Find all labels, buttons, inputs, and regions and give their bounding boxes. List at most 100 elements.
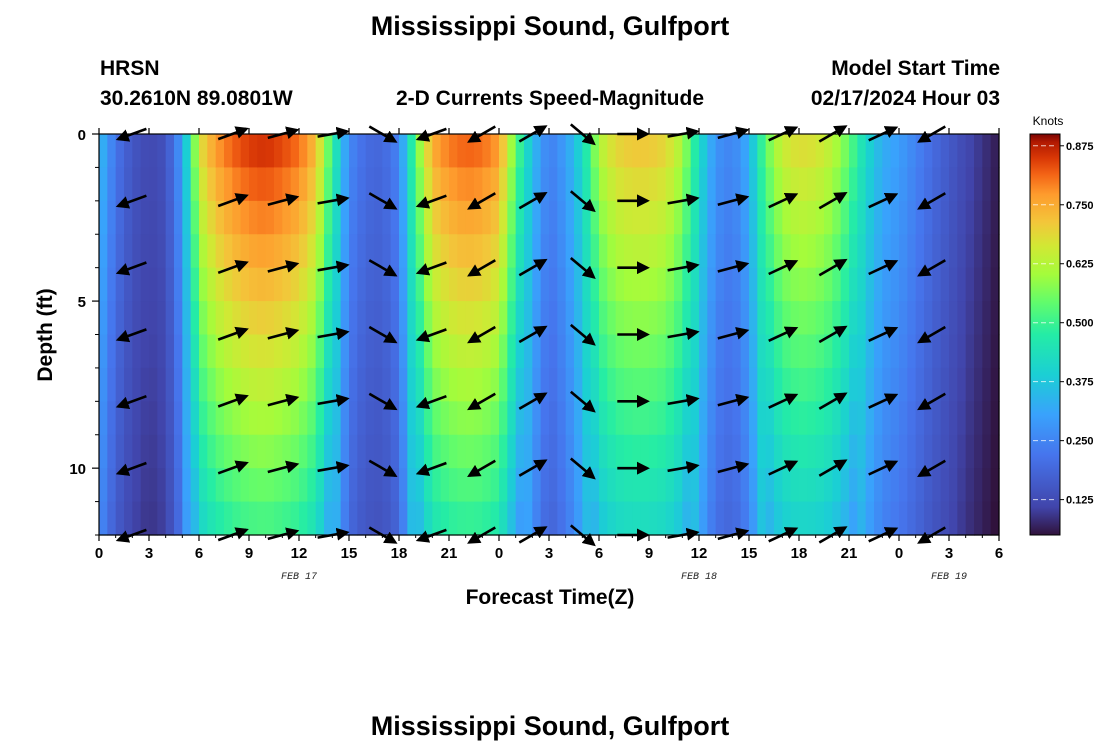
heatmap-cell [749,301,758,336]
heatmap-cell [865,401,875,436]
heatmap-cell [840,301,850,336]
heatmap-cell [524,301,533,336]
x-tick-label: 6 [595,545,603,562]
heatmap-cell [99,401,108,436]
heatmap-cell [549,301,558,336]
heatmap-cell [982,200,992,235]
heatmap-cell [632,167,642,202]
heatmap-cell [465,234,475,269]
heatmap-cell [515,200,525,235]
heatmap-cell [274,134,283,169]
heatmap-cell [449,401,458,436]
heatmap-cell [924,200,933,235]
heatmap-cell [965,401,975,436]
heatmap-cell [165,267,175,302]
heatmap-cell [115,301,125,336]
heatmap-cell [799,200,808,235]
heatmap-cell [265,301,275,336]
heatmap-cell [765,167,775,202]
current-vector [868,326,899,342]
heatmap-cell [265,200,275,235]
heatmap-cell [182,367,192,402]
heatmap-cell [299,301,308,336]
heatmap-cell [590,267,600,302]
heatmap-cell [265,367,275,402]
heatmap-cell [390,334,400,369]
heatmap-cell [990,401,1000,436]
heatmap-cell [332,334,342,369]
heatmap-cell [499,134,508,169]
heatmap-cell [474,434,483,469]
heatmap-cell [599,401,608,436]
heatmap-cell [715,234,725,269]
heatmap-cell [724,200,733,235]
heatmap-cell [157,267,167,302]
heatmap-cell [432,501,442,536]
heatmap-cell [840,468,850,503]
current-vector [667,461,700,474]
heatmap-cell [107,200,117,235]
heatmap-cell [157,367,167,402]
heatmap-cell [715,167,725,202]
heatmap-cell [165,200,175,235]
heatmap-cell [257,200,267,235]
heatmap-cell [682,401,692,436]
heatmap-cell [99,234,108,269]
heatmap-cell [499,334,508,369]
y-axis: 0 5 10 [69,127,99,536]
x-tick-label: 3 [545,545,553,562]
heatmap-cell [557,401,567,436]
heatmap-cell [599,200,608,235]
heatmap-cell [807,334,817,369]
heatmap-cell [424,334,433,369]
heatmap-cell [990,267,1000,302]
heatmap-cell [874,501,883,536]
heatmap-cell [290,501,300,536]
heatmap-cell [390,501,400,536]
heatmap-cell [590,134,600,169]
heatmap-cell [974,367,983,402]
heatmap-cell [149,200,158,235]
heatmap-cell [582,434,592,469]
heatmap-cell [407,267,417,302]
heatmap-cell [390,401,400,436]
heatmap-cell [915,267,925,302]
heatmap-cell [315,234,325,269]
current-vector [818,192,848,210]
heatmap-cell [115,434,125,469]
heatmap-cell [207,267,217,302]
heatmap-cell [765,367,775,402]
colorbar-tick-label: 0.375 [1066,377,1094,389]
heatmap-cell [874,301,883,336]
x-tick-label: 6 [995,545,1003,562]
heatmap-cell [965,334,975,369]
current-vector [368,392,398,411]
heatmap-cell [882,301,892,336]
heatmap-cell [382,200,392,235]
heatmap-cell [399,468,408,503]
heatmap-cell [832,401,842,436]
current-vector [115,394,147,410]
heatmap-cell [165,334,175,369]
heatmap-cell [615,434,625,469]
heatmap-cell [374,167,383,202]
heatmap-cell [924,401,933,436]
colorbar-unit: Knots [1033,114,1064,128]
heatmap-cell [865,167,875,202]
heatmap-cell [965,167,975,202]
heatmap-cell [615,234,625,269]
heatmap-cell [832,334,842,369]
heatmap-cell [107,401,117,436]
heatmap-cell [582,167,592,202]
heatmap-cell [440,367,450,402]
heatmap-cell [640,468,650,503]
heatmap-cell [540,234,550,269]
heatmap-cell [749,401,758,436]
heatmap-cell [440,134,450,169]
heatmap-cell [699,367,708,402]
colorbar-tick-label: 0.625 [1066,259,1094,271]
heatmap-cell [932,334,942,369]
heatmap-cell [840,200,850,235]
heatmap-cell [682,367,692,402]
heatmap-cell [149,501,158,536]
